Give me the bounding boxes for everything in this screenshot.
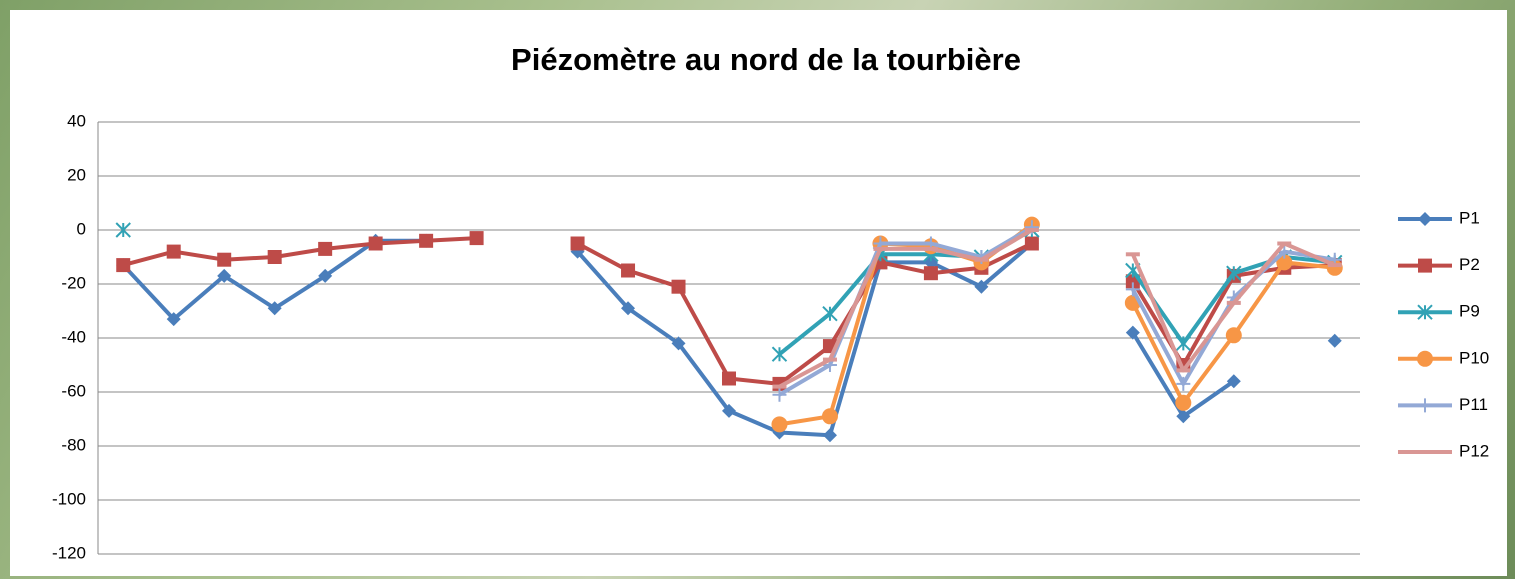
chart: Piézomètre au nord de la tourbière -120 -… — [0, 0, 1515, 579]
legend-label: P9 — [1459, 302, 1480, 321]
y-tick-label: -100 — [52, 489, 86, 508]
legend-label: P11 — [1459, 395, 1488, 414]
legend-label: P10 — [1459, 348, 1489, 367]
chart-panel — [10, 10, 1507, 576]
y-tick-label: -40 — [61, 327, 86, 346]
legend-label: P1 — [1459, 208, 1480, 227]
marker — [1175, 395, 1191, 411]
marker — [217, 253, 231, 267]
marker — [167, 245, 181, 259]
y-tick-label: 40 — [67, 111, 86, 130]
marker — [571, 237, 585, 251]
page: Piézomètre au nord de la tourbière -120 -… — [0, 0, 1515, 579]
chart-title: Piézomètre au nord de la tourbière — [511, 42, 1021, 77]
y-tick-label: -20 — [61, 273, 86, 292]
marker — [369, 237, 383, 251]
marker — [1417, 351, 1433, 367]
legend-label: P2 — [1459, 255, 1480, 274]
marker — [419, 234, 433, 248]
marker — [621, 264, 635, 278]
marker — [1226, 327, 1242, 343]
marker — [822, 408, 838, 424]
y-tick-label: -60 — [61, 381, 86, 400]
marker — [1418, 259, 1432, 273]
marker — [672, 280, 686, 294]
marker — [1025, 237, 1039, 251]
y-tick-label: 0 — [77, 219, 86, 238]
marker — [771, 416, 787, 432]
legend-label: P12 — [1459, 441, 1489, 460]
marker — [116, 258, 130, 272]
y-tick-label: -120 — [52, 543, 86, 562]
marker — [470, 231, 484, 245]
marker — [924, 266, 938, 280]
marker — [318, 242, 332, 256]
y-tick-label: 20 — [67, 165, 86, 184]
y-tick-label: -80 — [61, 435, 86, 454]
marker — [268, 250, 282, 264]
marker — [722, 372, 736, 386]
